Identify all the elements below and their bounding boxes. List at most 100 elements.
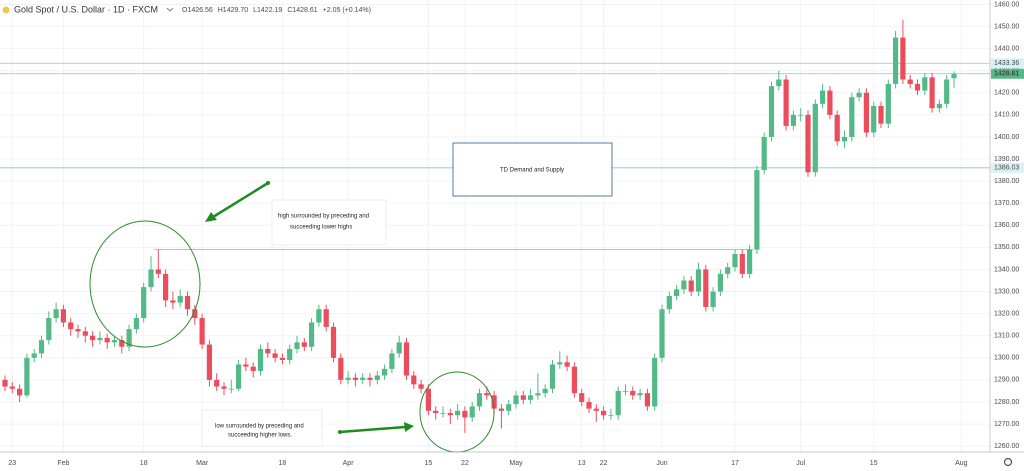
candle-body <box>768 86 775 137</box>
candle-body <box>163 273 169 301</box>
candle-body <box>469 406 475 418</box>
candle-body <box>24 357 30 396</box>
candle-body <box>907 79 913 84</box>
ohlc-value: H1429.70 <box>218 7 248 14</box>
ohlc-value: L1422.19 <box>253 7 282 14</box>
arrow-tail <box>338 430 342 434</box>
candle-body <box>360 377 366 380</box>
candle-body <box>951 73 957 79</box>
candle-body <box>900 37 906 80</box>
candle-body <box>513 395 519 405</box>
candle-body <box>17 388 23 396</box>
candle-body <box>549 364 556 389</box>
x-tick-label: 22 <box>600 460 608 467</box>
candle-body <box>440 413 446 414</box>
arrow-head <box>404 422 414 432</box>
candle-body <box>520 395 526 400</box>
y-tick-label: 1290.00 <box>994 377 1019 384</box>
annotation-text: succeeding lower highs <box>290 225 352 231</box>
x-tick-label: May <box>509 460 523 467</box>
candle-body <box>498 408 504 411</box>
candle-body <box>783 79 789 126</box>
candle-body <box>119 340 125 347</box>
ohlc-value: C1428.61 <box>287 7 317 14</box>
candle-body <box>739 254 745 274</box>
candle-body <box>2 379 8 387</box>
candle-body <box>476 393 483 407</box>
candle-body <box>155 269 161 274</box>
candle-body <box>236 364 242 389</box>
candle-body <box>863 92 869 133</box>
candle-body <box>695 269 702 292</box>
annotation-text: TD Demand and Supply <box>500 168 564 174</box>
candle-body <box>279 357 285 361</box>
candle-body <box>871 106 877 133</box>
x-tick-label: Jul <box>796 460 805 467</box>
candle-body <box>75 329 81 332</box>
candle-body <box>345 377 351 380</box>
y-tick-label: 1270.00 <box>994 421 1019 428</box>
candle-body <box>199 318 205 345</box>
candle-body <box>630 390 636 396</box>
candle-body <box>389 353 395 369</box>
y-tick-label: 1330.00 <box>994 288 1019 295</box>
annotation-text: low surrounded by preceding and <box>215 424 304 430</box>
y-tick-label: 1390.00 <box>994 156 1019 163</box>
x-tick-label: 18 <box>279 460 287 467</box>
candle-body <box>747 249 753 274</box>
settings-icon[interactable] <box>1003 457 1013 467</box>
x-tick-label: 15 <box>870 460 878 467</box>
candle-body <box>637 393 643 396</box>
candle-body <box>710 291 716 308</box>
arrow <box>212 181 269 219</box>
axis-labels: 1260.00 1270.00 1280.00 1290.00 1300.00 1310.… <box>8 1 1024 467</box>
candle-body <box>148 269 154 288</box>
candle-body <box>564 362 570 367</box>
candle-body <box>111 340 118 343</box>
x-tick-label: 18 <box>140 460 148 467</box>
x-tick-label: 15 <box>425 460 433 467</box>
candle-body <box>418 384 424 389</box>
candle-body <box>688 280 694 292</box>
annotation-box <box>452 142 613 197</box>
x-tick-label: Feb <box>57 460 69 467</box>
candle-body <box>352 377 358 380</box>
annotation-text: high surrounded by preceding and <box>278 214 369 220</box>
candle-body <box>732 254 738 268</box>
candle-body <box>674 289 680 296</box>
candle-body <box>68 322 74 330</box>
candle-body <box>849 97 855 137</box>
candle-body <box>944 79 950 104</box>
candle-body <box>805 114 811 173</box>
candle-body <box>491 395 497 409</box>
y-tick-label: 1410.00 <box>994 112 1019 119</box>
candle-body <box>170 300 176 303</box>
candle-body <box>893 37 899 84</box>
candle-body <box>243 364 249 367</box>
y-tick-label: 1300.00 <box>994 355 1019 362</box>
price-label: 1428.61 <box>994 71 1019 78</box>
candle-body <box>206 344 212 380</box>
candle-body <box>812 103 818 173</box>
candle-body <box>374 375 380 380</box>
candle-body <box>447 413 453 416</box>
candle-body <box>287 348 293 361</box>
candle-body <box>593 408 599 411</box>
candle-body <box>228 388 234 390</box>
price-tag <box>991 58 1024 69</box>
candle-body <box>177 295 183 303</box>
y-tick-label: 1340.00 <box>994 266 1019 273</box>
x-tick-label: Aug <box>955 460 968 467</box>
candle-body <box>411 375 417 385</box>
candle-body <box>257 348 264 372</box>
candle-body <box>60 309 66 323</box>
y-tick-label: 1400.00 <box>994 134 1019 141</box>
x-tick-label: 17 <box>731 460 739 467</box>
candle-body <box>703 269 709 308</box>
candle-body <box>601 410 607 416</box>
ohlc-value: O1426.56 <box>182 7 213 14</box>
candle-body <box>126 329 132 347</box>
candle-body <box>133 318 139 330</box>
